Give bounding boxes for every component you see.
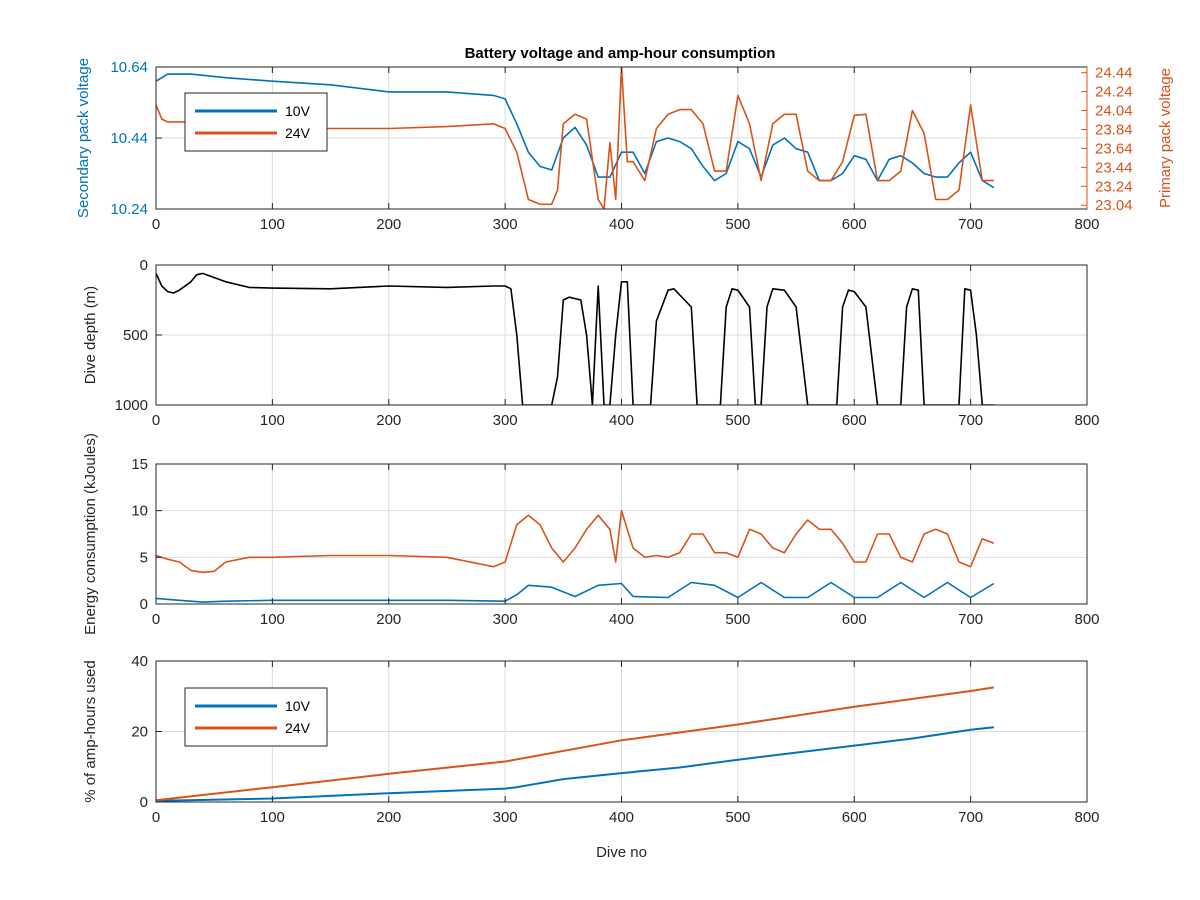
y-axis-label-right: Primary pack voltage: [1157, 68, 1174, 208]
series-line-10v: [156, 726, 995, 802]
legend-label: 24V: [285, 125, 311, 141]
x-tick-label: 100: [260, 216, 285, 233]
x-tick-label: 700: [958, 412, 983, 429]
series-group: [156, 509, 995, 603]
series-group: [156, 686, 995, 802]
x-tick-label: 600: [842, 611, 867, 628]
y-tick-label-right: 24.24: [1095, 84, 1133, 101]
series-group: [156, 67, 995, 209]
x-tick-label: 600: [842, 216, 867, 233]
x-tick-label: 300: [493, 809, 518, 826]
x-tick-label: 200: [376, 216, 401, 233]
y-tick-label: 10.64: [110, 59, 148, 76]
legend-label: 10V: [285, 103, 311, 119]
legend-box: [184, 92, 328, 152]
x-tick-label: 700: [958, 611, 983, 628]
y-tick-label: 15: [131, 456, 148, 473]
x-tick-label: 0: [152, 412, 160, 429]
subplot-3: 0 100 200 300 400 500 600 700 800 0 5 10 15 Energy co…: [82, 433, 1100, 635]
x-tick-label: 600: [842, 809, 867, 826]
x-tick-label: 300: [493, 611, 518, 628]
x-tick-label: 400: [609, 412, 634, 429]
x-tick-label: 0: [152, 216, 160, 233]
y-tick-label: 500: [123, 327, 148, 344]
y-tick-label-right: 23.84: [1095, 121, 1133, 138]
y-axis-label: Secondary pack voltage: [75, 58, 92, 218]
x-tick-label: 200: [376, 809, 401, 826]
series-group: [156, 272, 994, 405]
subplot-4: 0 100 200 300 400 500 600 700 800 0 20 40 % of amp-h…: [82, 653, 1100, 861]
y-tick-label-right: 23.24: [1095, 178, 1133, 195]
series-line-10v: [156, 73, 995, 189]
legend-label: 24V: [285, 720, 311, 736]
x-tick-label: 800: [1074, 216, 1099, 233]
x-tick-label: 0: [152, 611, 160, 628]
x-tick-label: 800: [1074, 412, 1099, 429]
subplot-2: 0 100 200 300 400 500 600 700 800 0 500 1000 Dive de…: [82, 257, 1100, 429]
y-tick-label-right: 23.44: [1095, 159, 1133, 176]
x-tick-label: 800: [1074, 611, 1099, 628]
x-axis-label: Dive no: [596, 844, 647, 861]
x-tick-label: 700: [958, 809, 983, 826]
legend-label: 10V: [285, 698, 311, 714]
series-line-depth: [156, 272, 994, 405]
x-tick-label: 300: [493, 412, 518, 429]
x-tick-label: 100: [260, 412, 285, 429]
x-tick-label: 500: [725, 611, 750, 628]
series-line-24v: [156, 67, 994, 209]
y-tick-label: 5: [140, 549, 148, 566]
series-line-24v: [156, 509, 995, 574]
x-tick-label: 500: [725, 412, 750, 429]
x-tick-label: 100: [260, 611, 285, 628]
x-tick-label: 500: [725, 809, 750, 826]
y-tick-label: 0: [140, 596, 148, 613]
y-tick-label: 10.24: [110, 201, 148, 218]
y-tick-label-right: 24.44: [1095, 65, 1133, 82]
y-tick-label: 10: [131, 503, 148, 520]
legend-box: [184, 687, 328, 747]
y-tick-label: 0: [140, 794, 148, 811]
y-tick-label-right: 23.64: [1095, 140, 1133, 157]
y-axis-label: % of amp-hours used: [82, 660, 99, 803]
x-tick-label: 200: [376, 412, 401, 429]
y-axis-label: Energy consumption (kJoules): [82, 433, 99, 635]
x-tick-label: 600: [842, 412, 867, 429]
x-tick-label: 300: [493, 216, 518, 233]
series-line-24v: [156, 686, 995, 802]
y-tick-label: 20: [131, 724, 148, 741]
x-tick-label: 400: [609, 809, 634, 826]
y-axis-label: Dive depth (m): [82, 286, 99, 384]
y-tick-label: 40: [131, 653, 148, 670]
subplots: 0 100 200 300 400 500 600 700 80010.2410.4410.64…: [75, 58, 1174, 861]
y-tick-label-right: 23.04: [1095, 197, 1133, 214]
y-tick-label: 0: [140, 257, 148, 274]
x-tick-label: 700: [958, 216, 983, 233]
x-tick-label: 200: [376, 611, 401, 628]
x-tick-label: 500: [725, 216, 750, 233]
y-tick-label: 10.44: [110, 130, 148, 147]
y-tick-label-right: 24.04: [1095, 103, 1133, 120]
x-tick-label: 0: [152, 809, 160, 826]
series-line-10v: [156, 581, 995, 603]
x-tick-label: 800: [1074, 809, 1099, 826]
y-tick-label: 1000: [115, 397, 148, 414]
x-tick-label: 400: [609, 611, 634, 628]
x-tick-label: 400: [609, 216, 634, 233]
subplot-1: 0 100 200 300 400 500 600 700 800 10.24 10.44 10.64…: [75, 58, 1174, 233]
x-tick-label: 100: [260, 809, 285, 826]
figure-title: Battery voltage and amp-hour consumption: [465, 45, 776, 62]
